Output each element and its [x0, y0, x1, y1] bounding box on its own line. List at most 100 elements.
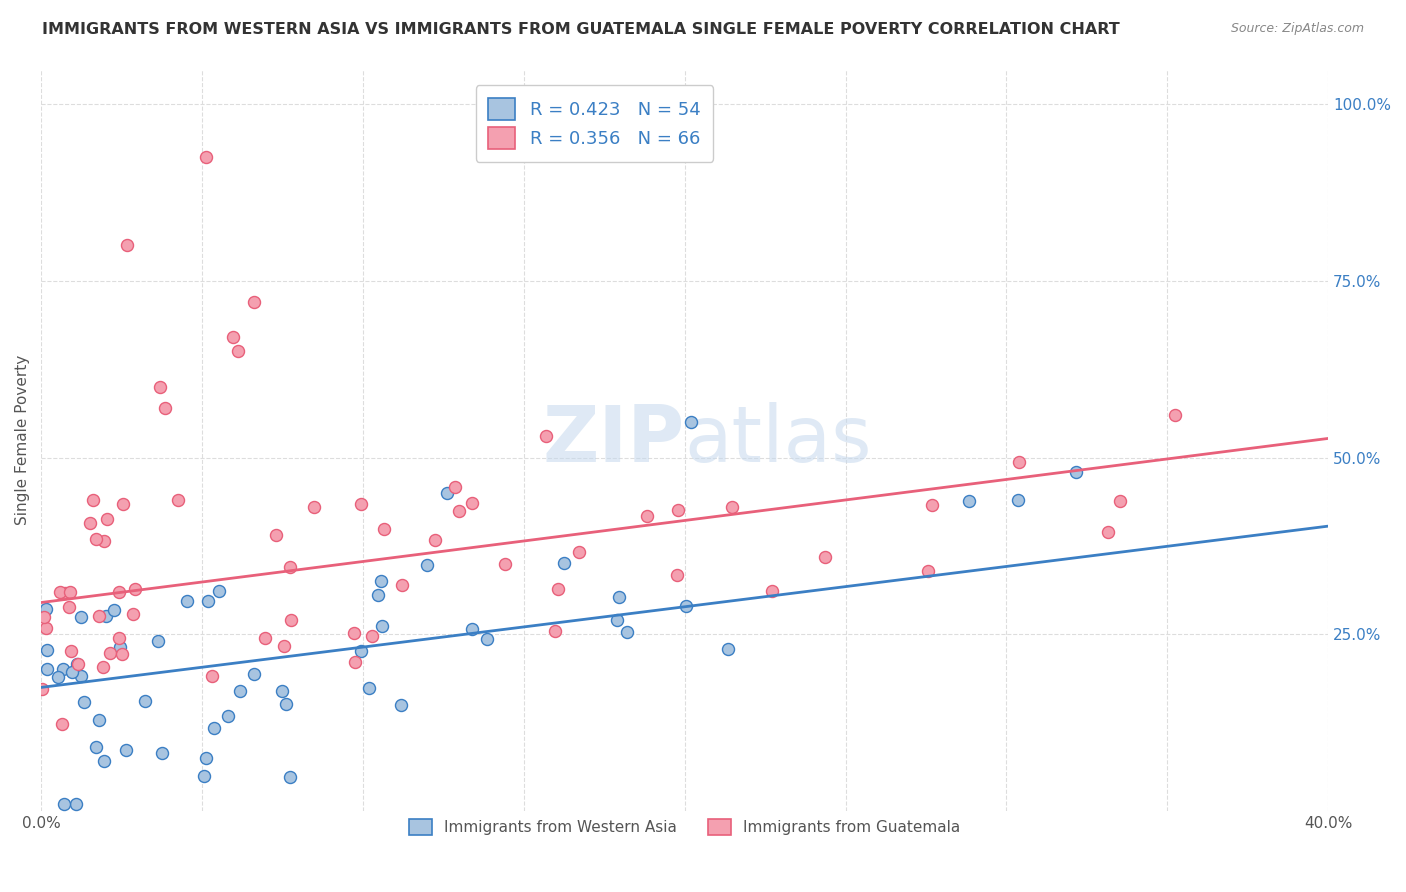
Point — [217, 709, 239, 723]
Point — [58, 599, 80, 614]
Point — [60, 665, 83, 680]
Point — [229, 683, 252, 698]
Point — [110, 647, 132, 661]
Point — [717, 641, 740, 656]
Point — [278, 559, 301, 574]
Point — [146, 634, 169, 648]
Point — [350, 497, 373, 511]
Point — [273, 640, 295, 654]
Point — [553, 556, 575, 570]
Point — [35, 602, 58, 616]
Point — [360, 629, 382, 643]
Point — [243, 666, 266, 681]
Text: Source: ZipAtlas.com: Source: ZipAtlas.com — [1230, 22, 1364, 36]
Point — [679, 415, 702, 429]
Point — [150, 746, 173, 760]
Point — [167, 493, 190, 508]
Point — [122, 607, 145, 621]
Point — [607, 590, 630, 604]
Point — [423, 533, 446, 548]
Point — [84, 532, 107, 546]
Point — [675, 599, 697, 613]
Point — [1108, 493, 1130, 508]
Point — [51, 717, 73, 731]
Point — [107, 631, 129, 645]
Point — [115, 238, 138, 252]
Point — [371, 618, 394, 632]
Point — [957, 494, 980, 508]
Point — [389, 698, 412, 712]
Point — [66, 657, 89, 672]
Point — [197, 593, 219, 607]
Point — [79, 516, 101, 531]
Point — [460, 622, 482, 636]
Point — [222, 330, 245, 344]
Point — [176, 594, 198, 608]
Point — [94, 608, 117, 623]
Point — [52, 662, 75, 676]
Point — [31, 682, 53, 697]
Point — [149, 380, 172, 394]
Point — [447, 503, 470, 517]
Point — [32, 610, 55, 624]
Point — [89, 713, 111, 727]
Point — [66, 657, 89, 672]
Point — [721, 500, 744, 514]
Point — [370, 574, 392, 588]
Point — [73, 695, 96, 709]
Point — [359, 681, 381, 695]
Point — [547, 582, 569, 596]
Point — [666, 502, 689, 516]
Point — [494, 557, 516, 571]
Point — [436, 486, 458, 500]
Point — [1064, 465, 1087, 479]
Point — [84, 740, 107, 755]
Point — [373, 522, 395, 536]
Point — [195, 751, 218, 765]
Point — [921, 498, 943, 512]
Point — [606, 613, 628, 627]
Point — [53, 586, 76, 600]
Point — [665, 568, 688, 582]
Point — [271, 684, 294, 698]
Point — [108, 584, 131, 599]
Point — [93, 534, 115, 549]
Point — [242, 294, 264, 309]
Point — [201, 668, 224, 682]
Point — [280, 613, 302, 627]
Point — [814, 550, 837, 565]
Point — [254, 631, 277, 645]
Point — [477, 632, 499, 646]
Point — [108, 640, 131, 654]
Point — [60, 643, 83, 657]
Text: IMMIGRANTS FROM WESTERN ASIA VS IMMIGRANTS FROM GUATEMALA SINGLE FEMALE POVERTY : IMMIGRANTS FROM WESTERN ASIA VS IMMIGRAN… — [42, 22, 1121, 37]
Point — [568, 545, 591, 559]
Point — [416, 558, 439, 572]
Point — [96, 512, 118, 526]
Point — [112, 497, 135, 511]
Point — [1007, 493, 1029, 508]
Point — [367, 588, 389, 602]
Point — [391, 577, 413, 591]
Point — [917, 564, 939, 578]
Point — [461, 496, 484, 510]
Point — [207, 584, 229, 599]
Point — [155, 401, 177, 415]
Point — [1008, 455, 1031, 469]
Point — [444, 480, 467, 494]
Point — [534, 428, 557, 442]
Point — [124, 582, 146, 596]
Point — [59, 585, 82, 599]
Point — [65, 797, 87, 811]
Point — [49, 585, 72, 599]
Point — [202, 721, 225, 735]
Point — [89, 609, 111, 624]
Point — [350, 644, 373, 658]
Point — [93, 755, 115, 769]
Point — [70, 669, 93, 683]
Point — [344, 656, 367, 670]
Point — [37, 643, 59, 657]
Point — [35, 621, 58, 635]
Text: ZIP: ZIP — [543, 402, 685, 478]
Point — [35, 662, 58, 676]
